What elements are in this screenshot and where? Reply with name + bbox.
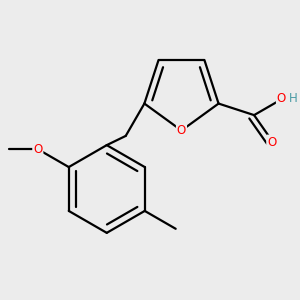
Text: O: O	[267, 136, 276, 148]
Text: O: O	[277, 92, 286, 105]
Text: O: O	[177, 124, 186, 137]
Text: H: H	[289, 92, 298, 105]
Text: O: O	[33, 143, 42, 156]
